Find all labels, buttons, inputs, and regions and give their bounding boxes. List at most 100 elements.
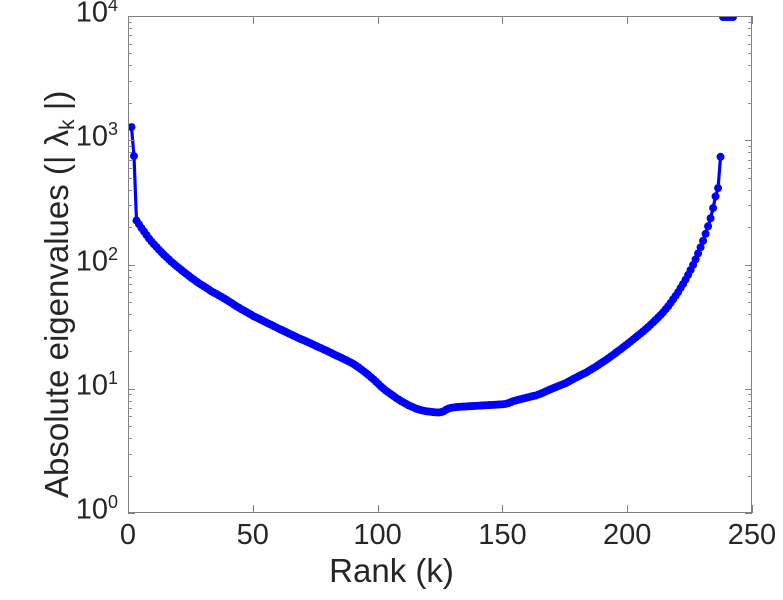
y-minor-tick-right <box>748 43 752 45</box>
y-minor-tick <box>128 416 132 418</box>
y-tick-label: 102 <box>75 243 118 278</box>
eigenvalue-markers <box>129 17 738 417</box>
x-major-tick-top <box>627 16 629 24</box>
y-minor-tick-right <box>748 28 752 29</box>
y-minor-tick <box>128 276 132 278</box>
y-minor-tick <box>128 189 132 191</box>
y-minor-tick-right <box>748 227 752 229</box>
y-major-tick-right <box>745 388 752 390</box>
y-major-tick-right <box>745 140 752 142</box>
y-minor-tick <box>128 475 132 477</box>
x-major-tick <box>502 505 504 513</box>
x-tick-label: 150 <box>478 519 527 551</box>
x-major-tick-top <box>252 16 254 24</box>
x-tick-label: 0 <box>119 519 137 551</box>
y-minor-tick-right <box>748 35 752 37</box>
y-minor-tick <box>128 270 132 272</box>
y-minor-tick-right <box>748 313 752 315</box>
y-minor-tick <box>128 351 132 353</box>
y-major-tick <box>128 513 135 514</box>
y-minor-tick-right <box>748 408 752 409</box>
y-tick-label: 104 <box>75 0 118 29</box>
y-minor-tick-right <box>748 152 752 154</box>
y-minor-tick <box>128 426 132 428</box>
y-major-tick-right <box>745 513 752 514</box>
y-minor-tick-right <box>748 205 752 207</box>
y-axis-title-subscript: k <box>56 119 79 130</box>
y-minor-tick-right <box>748 53 752 55</box>
y-minor-tick-right <box>748 276 752 278</box>
y-major-tick <box>128 16 135 17</box>
y-minor-tick <box>128 205 132 207</box>
y-minor-tick <box>128 400 132 402</box>
y-minor-tick-right <box>748 159 752 161</box>
y-minor-tick-right <box>748 438 752 440</box>
x-major-tick-top <box>377 16 379 24</box>
y-minor-tick-right <box>748 301 752 303</box>
y-minor-tick <box>128 301 132 303</box>
y-minor-tick-right <box>748 400 752 402</box>
x-tick-label: 250 <box>727 519 777 551</box>
y-minor-tick <box>128 159 132 161</box>
y-minor-tick-right <box>748 283 752 285</box>
y-minor-tick <box>128 453 132 455</box>
y-minor-tick <box>128 28 132 29</box>
y-minor-tick-right <box>748 426 752 428</box>
y-minor-tick-right <box>748 102 752 104</box>
y-major-tick <box>128 388 135 390</box>
y-minor-tick <box>128 167 132 169</box>
y-minor-tick-right <box>748 189 752 191</box>
y-minor-tick-right <box>748 177 752 179</box>
plot-area <box>128 16 752 513</box>
y-major-tick-right <box>745 264 752 266</box>
y-minor-tick-right <box>748 270 752 272</box>
y-minor-tick <box>128 394 132 396</box>
y-minor-tick-right <box>748 351 752 353</box>
y-minor-tick <box>128 329 132 331</box>
y-minor-tick-right <box>748 81 752 82</box>
x-major-tick <box>752 505 753 513</box>
y-minor-tick <box>128 65 132 67</box>
x-tick-label: 200 <box>602 519 652 551</box>
y-axis-title-tail: |) <box>38 90 75 120</box>
y-major-tick-right <box>745 16 752 17</box>
x-major-tick-top <box>752 16 753 24</box>
y-axis-title-text: Absolute eigenvalues (| λ <box>38 129 75 498</box>
y-minor-tick-right <box>748 21 752 23</box>
y-major-tick <box>128 140 135 142</box>
y-minor-tick <box>128 283 132 285</box>
y-minor-tick <box>128 292 132 294</box>
data-series-layer <box>129 17 738 417</box>
y-minor-tick-right <box>748 329 752 331</box>
y-minor-tick-right <box>748 416 752 418</box>
y-minor-tick <box>128 21 132 23</box>
x-major-tick <box>252 505 254 513</box>
y-minor-tick <box>128 53 132 55</box>
y-tick-label: 100 <box>75 492 118 526</box>
y-minor-tick <box>128 313 132 315</box>
x-axis-title: Rank (k) <box>0 552 783 590</box>
y-minor-tick-right <box>748 292 752 294</box>
x-major-tick-top <box>502 16 504 24</box>
y-minor-tick <box>128 145 132 147</box>
y-minor-tick <box>128 177 132 179</box>
x-major-tick <box>377 505 379 513</box>
eigenvalue-curve <box>129 125 723 415</box>
y-minor-tick-right <box>748 475 752 477</box>
y-minor-tick-right <box>748 453 752 455</box>
x-tick-label: 100 <box>353 519 402 551</box>
y-tick-label: 101 <box>75 367 118 402</box>
y-major-tick <box>128 264 135 266</box>
x-major-tick <box>627 505 629 513</box>
x-major-tick <box>128 505 129 513</box>
y-minor-tick <box>128 438 132 440</box>
x-axis-title-text: Rank (k) <box>329 552 454 589</box>
y-minor-tick <box>128 35 132 37</box>
y-minor-tick-right <box>748 65 752 67</box>
x-tick-label: 50 <box>236 519 269 551</box>
y-minor-tick-right <box>748 394 752 396</box>
y-minor-tick <box>128 152 132 154</box>
x-major-tick-top <box>128 16 129 24</box>
y-minor-tick <box>128 43 132 45</box>
